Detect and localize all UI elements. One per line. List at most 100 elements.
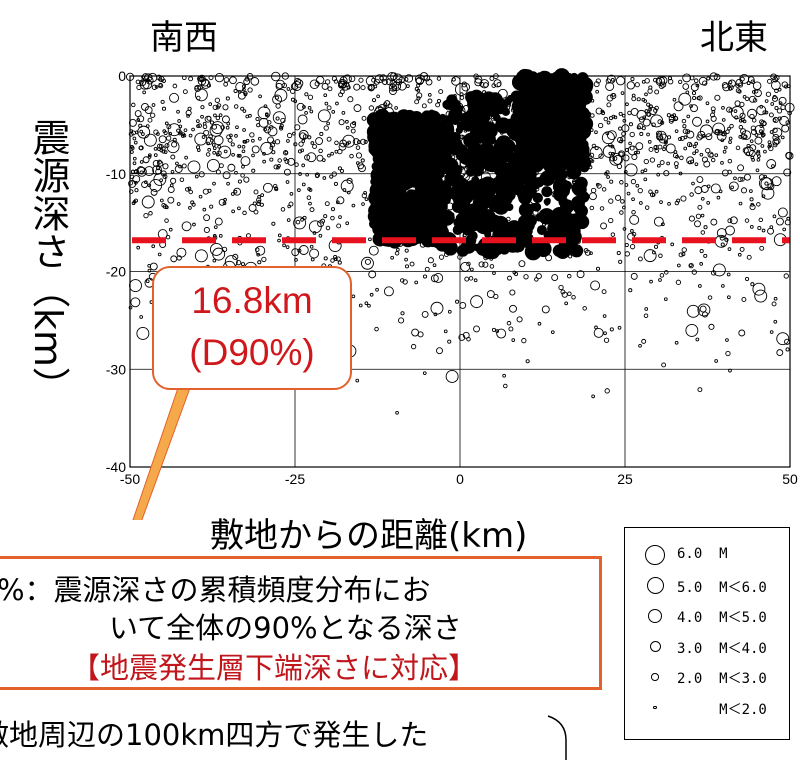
hypocenter-point	[159, 178, 163, 183]
hypocenter-point	[237, 144, 242, 149]
hypocenter-point	[338, 119, 345, 126]
dense-hypocenter	[524, 214, 537, 227]
dense-hypocenter	[419, 180, 428, 189]
dense-hypocenter	[495, 173, 503, 182]
hypocenter-point	[767, 144, 772, 149]
dense-hypocenter	[438, 151, 449, 162]
hypocenter-point	[242, 139, 247, 144]
hypocenter-point	[610, 232, 616, 237]
hypocenter-point	[196, 145, 201, 150]
hypocenter-point	[129, 279, 142, 293]
hypocenter-point	[353, 104, 362, 113]
dense-hypocenter	[469, 127, 481, 138]
hypocenter-point	[749, 225, 754, 229]
hypocenter-point	[243, 91, 248, 96]
hypocenter-point	[769, 330, 774, 334]
hypocenter-point	[233, 187, 242, 196]
hypocenter-point	[772, 142, 778, 148]
hypocenter-point	[654, 89, 660, 95]
dense-hypocenter	[525, 227, 533, 236]
hypocenter-point	[135, 130, 139, 135]
hypocenter-point	[711, 109, 716, 114]
hypocenter-point	[346, 177, 353, 184]
hypocenter-point	[218, 198, 226, 206]
hypocenter-point	[509, 289, 516, 296]
hypocenter-point	[294, 162, 299, 167]
hypocenter-point	[147, 183, 152, 188]
hypocenter-point	[628, 288, 633, 293]
hypocenter-point	[216, 103, 222, 108]
hypocenter-point	[506, 320, 512, 326]
hypocenter-point	[283, 168, 291, 176]
dense-hypocenter	[452, 104, 463, 115]
hypocenter-point	[754, 133, 759, 137]
hypocenter-point	[349, 121, 357, 129]
hypocenter-point	[167, 123, 181, 137]
hypocenter-point	[618, 111, 623, 116]
hypocenter-point	[637, 188, 643, 194]
dense-hypocenter	[495, 188, 505, 198]
hypocenter-point	[608, 217, 614, 224]
hypocenter-point	[668, 115, 676, 123]
hypocenter-point	[423, 74, 431, 82]
dense-hypocenter	[573, 91, 586, 104]
hypocenter-point	[710, 183, 721, 194]
hypocenter-point	[660, 120, 665, 125]
hypocenter-point	[364, 197, 369, 202]
hypocenter-point	[582, 306, 587, 311]
hypocenter-point	[215, 169, 221, 175]
hypocenter-point	[614, 194, 622, 201]
hypocenter-point	[694, 149, 699, 153]
hypocenter-point	[657, 163, 661, 168]
hypocenter-point	[360, 138, 367, 145]
hypocenter-point	[746, 254, 752, 260]
hypocenter-point	[427, 93, 432, 97]
hypocenter-point	[147, 155, 152, 159]
hypocenter-point	[277, 158, 282, 163]
hypocenter-point	[151, 103, 156, 107]
hypocenter-point	[144, 166, 155, 177]
hypocenter-point	[186, 114, 190, 118]
hypocenter-point	[298, 141, 304, 147]
hypocenter-point	[132, 156, 137, 161]
hypocenter-point	[681, 247, 687, 253]
hypocenter-point	[218, 145, 232, 159]
dense-hypocenter	[517, 156, 532, 171]
hypocenter-point	[560, 289, 566, 295]
hypocenter-point	[667, 201, 671, 206]
hypocenter-point	[212, 150, 217, 155]
hypocenter-point	[730, 106, 744, 119]
hypocenter-point	[697, 387, 703, 393]
hypocenter-point	[598, 153, 604, 159]
hypocenter-point	[644, 92, 648, 97]
hypocenter-point	[341, 111, 346, 115]
hypocenter-point	[361, 192, 367, 199]
hypocenter-point	[730, 185, 734, 190]
hypocenter-point	[664, 270, 669, 275]
dense-hypocenter	[444, 172, 457, 186]
hypocenter-point	[703, 225, 708, 230]
hypocenter-point	[690, 83, 699, 92]
hypocenter-point	[338, 215, 342, 219]
legend-label: M＜2.0	[677, 701, 767, 718]
hypocenter-point	[352, 138, 360, 146]
dense-hypocenter	[374, 163, 385, 173]
hypocenter-point	[676, 263, 681, 268]
hypocenter-point	[739, 246, 745, 252]
hypocenter-point	[738, 124, 744, 130]
hypocenter-point	[637, 256, 643, 262]
hypocenter-point	[616, 250, 621, 256]
hypocenter-point	[134, 188, 139, 193]
hypocenter-point	[131, 102, 136, 108]
hypocenter-point	[133, 198, 138, 203]
hypocenter-point	[691, 181, 695, 186]
hypocenter-point	[693, 78, 699, 84]
hypocenter-point	[694, 162, 699, 167]
hypocenter-point	[251, 138, 255, 143]
hypocenter-point	[518, 260, 526, 268]
hypocenter-point	[705, 101, 710, 106]
hypocenter-point	[754, 136, 763, 145]
hypocenter-point	[698, 76, 708, 86]
hypocenter-point	[394, 106, 398, 110]
hypocenter-point	[645, 111, 651, 117]
